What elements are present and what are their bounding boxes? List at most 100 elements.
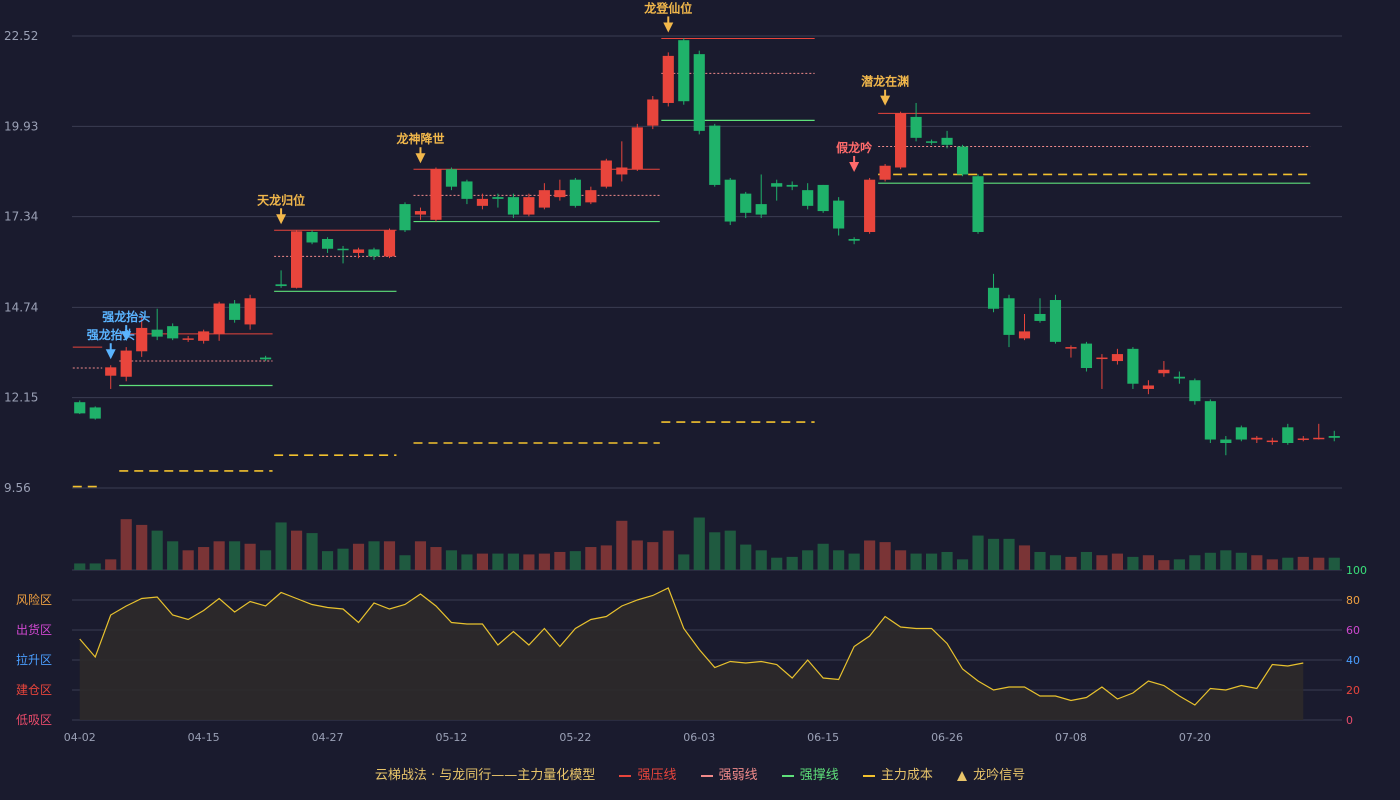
volume-bar [414, 541, 427, 570]
oscillator-area [79, 588, 1304, 720]
volume-bar [352, 543, 365, 570]
legend-strong-resistance: 强压线 [619, 764, 676, 783]
volume-bar [321, 551, 334, 570]
osc-zone-label: 风险区 [16, 592, 52, 607]
candle-body [941, 137, 953, 145]
volume-bar [802, 550, 814, 570]
candle-body [1142, 385, 1154, 389]
volume-bar [461, 554, 473, 570]
price-tick-label: 22.52 [4, 29, 38, 43]
osc-zone-label: 出货区 [16, 622, 52, 637]
signal-arrow-icon [663, 22, 674, 33]
volume-bar [1158, 560, 1170, 570]
volume-bar [647, 542, 659, 570]
candle-body [554, 190, 566, 198]
candle-body [1127, 348, 1139, 384]
candle-body [120, 350, 132, 377]
candle-body [631, 127, 643, 170]
volume-bar [786, 556, 798, 570]
candle-body [910, 116, 922, 138]
candle-body [956, 146, 969, 175]
candle-body [337, 248, 349, 251]
volume-bar [1266, 559, 1278, 570]
candle-body [1235, 427, 1247, 440]
volume-bar [972, 535, 984, 570]
x-tick-label: 04-15 [188, 731, 220, 744]
volume-bar [941, 551, 953, 570]
candle-body [972, 176, 984, 233]
price-tick-label: 17.34 [4, 210, 38, 224]
volume-bar [1328, 557, 1340, 570]
signal-arrow-icon [415, 153, 426, 164]
candle-body [74, 402, 86, 414]
signal-arrow-icon [121, 331, 132, 342]
volume-bar [290, 530, 303, 570]
candle-body [492, 197, 504, 199]
osc-tick-label: 40 [1346, 654, 1360, 667]
volume-bar [244, 543, 256, 570]
candle-body [476, 198, 489, 206]
volume-bar [1220, 550, 1232, 570]
osc-tick-label: 60 [1346, 624, 1360, 637]
candle-body [585, 190, 597, 203]
candle-body [151, 329, 163, 337]
candle-body [229, 303, 241, 320]
volume-bar [709, 532, 721, 570]
volume-bar [864, 540, 876, 570]
volume-bar [275, 522, 287, 570]
candle-body [1204, 401, 1216, 440]
volume-bar [833, 550, 845, 570]
candle-body [136, 327, 148, 352]
volume-bar [306, 533, 318, 570]
volume-bar [755, 550, 767, 570]
candle-body [1080, 343, 1093, 369]
candle-body [399, 204, 411, 231]
candle-body [1251, 437, 1263, 440]
volume-bar [105, 559, 117, 570]
candle-body [662, 55, 674, 103]
candle-body [1297, 438, 1309, 440]
volume-bar [724, 530, 736, 570]
volume-bar [213, 541, 225, 570]
signal-label: 强龙抬头 [102, 309, 150, 324]
candle-body [925, 141, 938, 143]
candle-body [1220, 439, 1232, 444]
volume-bar [136, 524, 148, 570]
osc-zone-label: 拉升区 [16, 652, 52, 667]
candle-body [817, 184, 829, 212]
volume-bar [89, 563, 101, 570]
candle-body [244, 298, 256, 325]
signal-arrow-icon [849, 161, 860, 172]
signal-arrow-icon [276, 214, 287, 225]
candle-body [1173, 376, 1185, 379]
volume-bar [1189, 555, 1201, 570]
volume-bar [1204, 552, 1216, 570]
x-tick-label: 04-02 [64, 731, 96, 744]
volume-bar [569, 551, 581, 570]
volume-bar [1111, 553, 1124, 570]
candle-body [507, 197, 519, 215]
candle-body [538, 190, 550, 208]
x-tick-label: 06-03 [683, 731, 715, 744]
oscillator-line [79, 587, 1304, 706]
volume-bar [476, 553, 489, 570]
signal-label: 龙神降世 [396, 131, 444, 146]
volume-bar [987, 538, 1000, 570]
candle-body [724, 179, 736, 222]
signal-label: 龙登仙位 [644, 0, 692, 15]
volume-bar [771, 557, 783, 570]
volume-bar [1313, 557, 1325, 570]
candle-body [89, 407, 101, 419]
volume-bar [1235, 552, 1247, 570]
volume-bar [1049, 555, 1062, 570]
legend-main-cost: 主力成本 [862, 764, 933, 783]
volume-bar [600, 545, 612, 570]
volume-bar [167, 541, 179, 570]
candle-body [1034, 313, 1046, 321]
volume-bar [120, 519, 132, 570]
legend-weak-line: 强弱线 [700, 764, 758, 783]
volume-bar [445, 550, 458, 570]
volume-bar [74, 563, 86, 570]
signal-label: 假龙吟 [836, 140, 872, 155]
